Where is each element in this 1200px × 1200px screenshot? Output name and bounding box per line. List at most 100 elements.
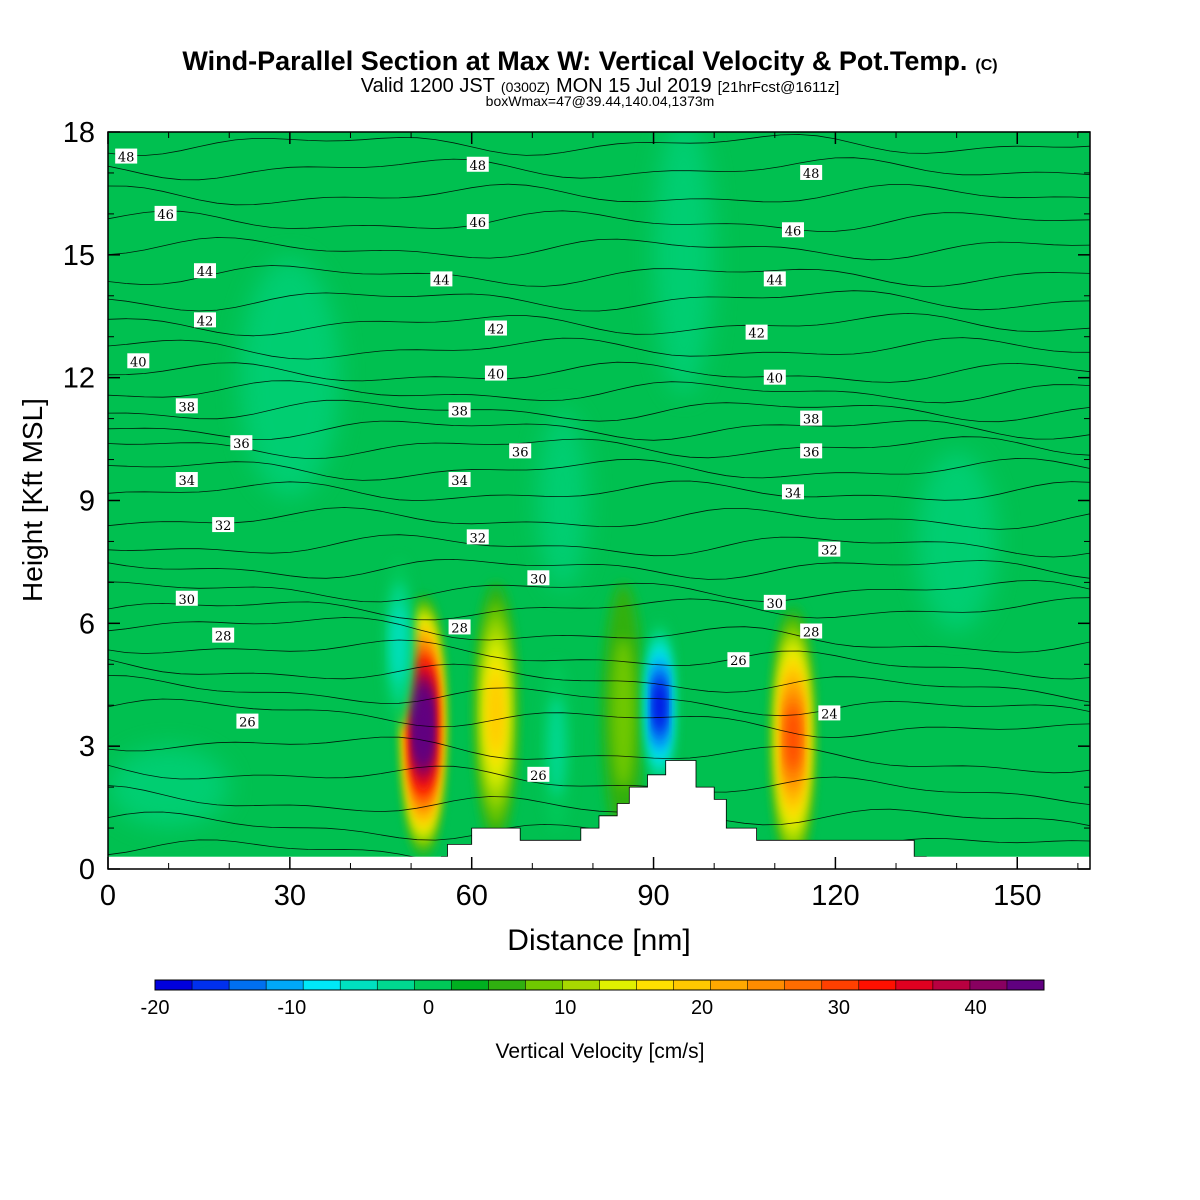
contour-label: 34 [175,472,198,489]
contour-label: 40 [484,365,507,383]
theta-contour-line [108,507,1090,530]
theta-contour-line [108,265,1090,288]
svg-text:42: 42 [197,314,214,329]
contour-label: 28 [800,623,823,641]
svg-text:42: 42 [748,327,765,342]
svg-text:36: 36 [803,445,820,460]
svg-text:30: 30 [179,593,196,608]
contour-label: 30 [527,570,550,587]
contour-labels: 48 48 48 46 46 46 44 44 44 42 42 42 40 40 40 38 38 38 36 36… [115,148,841,784]
svg-text:28: 28 [803,626,820,641]
svg-text:38: 38 [451,404,468,419]
contour-label: 40 [127,353,150,370]
chart-subtitle-2: boxWmax=47@39.44,140.04,1373m [486,93,715,109]
theta-contour-line [108,659,1090,703]
theta-contour-line [108,736,1090,774]
colorbar-tick-label: 40 [964,997,986,1019]
svg-text:48: 48 [118,151,135,166]
field-blobs [108,132,997,868]
x-tick-label: 0 [100,880,116,912]
contour-label: 38 [448,402,471,419]
theta-contour-line [108,420,1090,441]
contour-label: 42 [745,324,768,342]
theta-contour-line [108,698,1090,739]
colorbar-swatch [229,980,267,990]
svg-text:26: 26 [530,769,547,784]
svg-text:28: 28 [451,621,468,636]
svg-text:46: 46 [785,224,802,239]
svg-text:26: 26 [730,654,747,669]
x-tick-label: 30 [274,880,306,912]
downdraft-core [391,605,406,683]
x-tick-label: 150 [993,880,1041,912]
contour-label: 38 [175,398,198,415]
colorbar-swatch [673,980,712,990]
svg-text:32: 32 [821,544,838,559]
svg-text:24: 24 [821,707,838,722]
theta-contour-line [108,380,1090,404]
theta-contour-line [108,597,1090,621]
colorbar-swatch [858,980,897,990]
colorbar-swatch [340,980,378,990]
colorbar-tick-label: 30 [828,997,850,1019]
colorbar-tick-label: -10 [277,997,306,1019]
colorbar-tick-label: 10 [554,997,576,1019]
colorbar-swatch [710,980,749,990]
colorbar-swatch [784,980,823,990]
contour-label: 48 [800,164,823,182]
theta-contour-line [108,134,1090,156]
theta-contour-line [108,785,1090,827]
contour-label: 24 [818,705,841,722]
contour-label: 44 [430,271,453,288]
field-patch [916,451,997,632]
svg-text:32: 32 [469,531,486,546]
theta-contour-line [108,580,1090,603]
colorbar-swatch [895,980,934,990]
svg-text:48: 48 [469,159,486,174]
svg-text:36: 36 [512,445,529,460]
y-tick-label: 9 [79,486,95,518]
theta-contour-line [108,534,1090,558]
field-patch [239,257,340,498]
y-tick-label: 12 [63,363,95,395]
terrain [440,760,927,869]
svg-text:36: 36 [233,437,250,452]
contour-label: 26 [527,766,550,784]
contour-label: 44 [193,263,216,280]
colorbar-tick-label: 20 [691,997,713,1019]
downdraft-core [655,681,665,729]
colorbar: -20 -10 0 10 20 30 40 [141,979,1045,1019]
x-tick-label: 90 [637,880,669,912]
colorbar-tick-label: 0 [423,997,434,1019]
colorbar-swatch [266,980,304,990]
y-tick-label: 3 [79,731,95,763]
contour-label: 48 [115,148,138,166]
contour-label: 40 [763,369,786,387]
contour-label: 28 [212,627,235,645]
svg-text:34: 34 [785,486,802,501]
theta-contours [108,134,1090,869]
colorbar-swatch [192,980,230,990]
svg-text:40: 40 [130,355,147,370]
colorbar-swatch [525,980,563,990]
contour-label: 36 [230,435,253,452]
contour-label: 30 [763,594,786,612]
updraft-core [787,706,799,769]
theta-contour-line [108,157,1090,181]
svg-text:30: 30 [530,572,547,587]
contour-label: 34 [448,472,471,489]
theta-contour-line [108,617,1090,653]
contour-label: 32 [212,517,235,534]
contour-label: 48 [466,156,489,174]
contour-label: 42 [193,312,216,329]
colorbar-swatch [303,980,341,990]
colorbar-swatch [488,980,526,990]
colorbar-swatch [636,980,675,990]
theta-contour-line [108,558,1090,580]
contour-label: 32 [818,541,841,559]
x-axis-label: Distance [nm] [507,924,690,957]
svg-text:32: 32 [215,519,232,534]
colorbar-swatch [969,980,1008,990]
colorbar-label: Vertical Velocity [cm/s] [496,1040,705,1063]
